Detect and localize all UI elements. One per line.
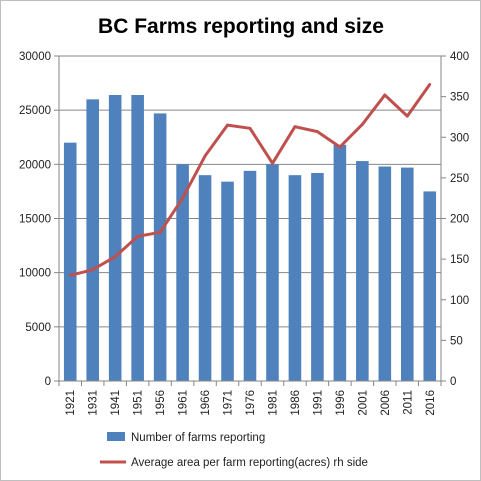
x-axis-ticks: 1921 1931 1941 1951 1956 1961 1966 1971 1976 1981…: [65, 390, 437, 416]
x-tick-label-1976: 1976: [245, 390, 257, 416]
right-tick-label-8: 400: [450, 51, 469, 63]
x-tick-label-2016: 2016: [425, 390, 437, 416]
bar-1931: [86, 99, 99, 381]
x-tick-label-1996: 1996: [335, 390, 347, 416]
left-tick-label-5: 25000: [19, 105, 51, 117]
x-tick-label-1981: 1981: [267, 390, 279, 416]
line-point-1921: [68, 273, 72, 277]
x-tick-label-1986: 1986: [290, 390, 302, 416]
line-point-1971: [226, 123, 229, 127]
bar-1971: [221, 181, 234, 381]
right-tick-label-3: 150: [450, 254, 469, 266]
line-point-2016: [428, 83, 432, 86]
line-point-1991: [316, 130, 319, 133]
bar-1986: [288, 175, 302, 381]
bar-1981: [266, 164, 279, 381]
legend: Number of farms reporting Average area p…: [100, 432, 368, 469]
legend-swatch-bars: [107, 432, 125, 441]
line-point-2001: [360, 122, 364, 126]
line-point-2006: [383, 93, 387, 97]
x-tick-label-1951: 1951: [133, 390, 145, 416]
line-point-1981: [271, 161, 274, 165]
x-tick-label-1931: 1931: [88, 390, 100, 416]
line-point-1986: [293, 125, 297, 129]
right-tick-label-5: 250: [450, 173, 469, 185]
line-point-1956: [158, 230, 162, 234]
bar-2011: [401, 167, 414, 381]
bar-1956: [153, 113, 167, 382]
bar-2001: [356, 161, 369, 381]
x-tick-label-1961: 1961: [178, 390, 190, 416]
line-point-1976: [248, 126, 252, 130]
line-point-1996: [338, 145, 342, 149]
x-tick-label-1941: 1941: [110, 390, 122, 416]
bar-1961: [176, 164, 189, 381]
right-tick-label-4: 200: [450, 214, 469, 226]
line-point-1931: [91, 268, 95, 272]
legend-label-line: Average area per farm reporting(acres) r…: [131, 457, 368, 469]
bar-1921: [63, 142, 77, 381]
line-point-1966: [203, 154, 207, 158]
bar-1976: [243, 170, 257, 381]
bar-1941: [108, 95, 122, 381]
right-tick-label-2: 100: [450, 295, 469, 307]
line-point-1951: [136, 234, 140, 238]
left-tick-label-6: 30000: [19, 51, 51, 63]
bar-1996: [333, 144, 347, 381]
bar-series: [63, 95, 437, 382]
left-axis-ticks: 0 5000 10000 15000 20000 25000 30000: [19, 51, 51, 388]
x-tick-label-1956: 1956: [155, 390, 167, 416]
x-tick-label-2006: 2006: [380, 390, 392, 416]
right-axis-ticks: 0 50 100 150 200 250 300 350 400: [450, 51, 469, 388]
x-tick-label-1921: 1921: [65, 390, 77, 416]
left-tick-label-0: 0: [45, 376, 51, 388]
bar-1966: [198, 175, 212, 381]
chart-title: BC Farms reporting and size: [98, 15, 384, 38]
right-tick-label-6: 300: [450, 132, 469, 144]
legend-label-bars: Number of farms reporting: [131, 432, 265, 444]
bar-1991: [311, 173, 324, 381]
left-tick-label-4: 20000: [19, 159, 51, 171]
x-tick-label-1991: 1991: [312, 390, 324, 416]
right-tick-label-1: 50: [450, 335, 463, 347]
bar-2006: [378, 166, 392, 381]
line-point-1961: [181, 196, 184, 200]
x-tick-label-1966: 1966: [200, 390, 212, 416]
x-tick-label-1971: 1971: [223, 390, 235, 416]
x-tick-label-2001: 2001: [357, 390, 369, 416]
axes: [54, 55, 446, 386]
left-tick-label-1: 5000: [25, 322, 51, 334]
left-tick-label-2: 10000: [19, 268, 51, 280]
line-point-1941: [113, 255, 117, 259]
left-tick-label-3: 15000: [19, 214, 51, 226]
right-tick-label-0: 0: [450, 376, 456, 388]
line-point-2011: [405, 114, 409, 118]
right-tick-label-7: 350: [450, 92, 469, 104]
line-series: [68, 83, 432, 277]
bar-2016: [423, 191, 437, 381]
x-tick-label-2011: 2011: [402, 390, 414, 415]
